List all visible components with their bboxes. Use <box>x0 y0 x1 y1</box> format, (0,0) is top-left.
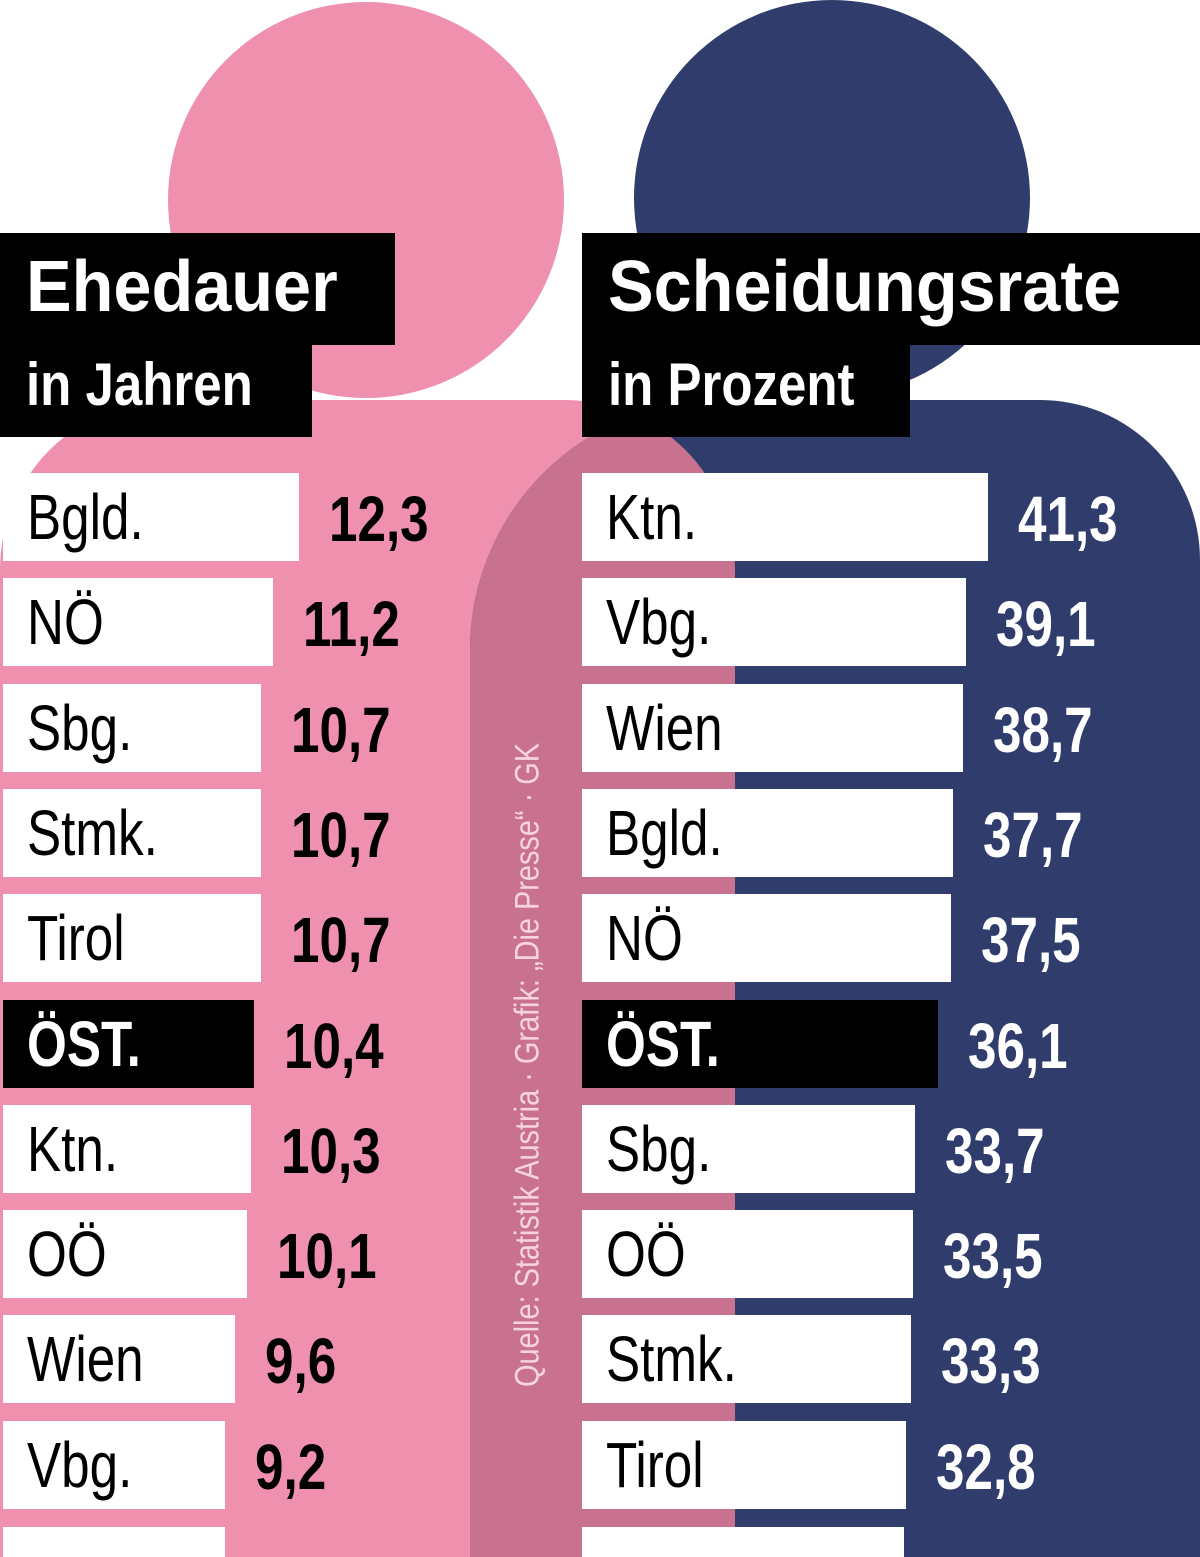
bar-label: OÖ <box>606 1218 686 1291</box>
value-label: 9,6 <box>264 1325 336 1398</box>
value-label: 10,7 <box>291 904 391 977</box>
value-label: 33,5 <box>942 1220 1043 1293</box>
bar-label: OÖ <box>27 1218 107 1291</box>
bar-NÖ: NÖ <box>3 578 273 667</box>
bar-label: Vbg. <box>27 1428 133 1501</box>
bar-OÖ: OÖ <box>3 1210 247 1299</box>
bar-Bgld.: Bgld. <box>3 473 300 561</box>
bar-label: Tirol <box>27 902 125 975</box>
value-label: 10,4 <box>283 1009 384 1082</box>
value-label: 10,1 <box>276 1220 377 1293</box>
bar-Wien: Wien <box>3 1315 235 1404</box>
bar-Sbg.: Sbg. <box>582 1104 915 1193</box>
bar-label: NÖ <box>606 902 683 975</box>
bar-label: ÖST. <box>606 1007 720 1080</box>
bar-Tirol: Tirol <box>3 894 261 983</box>
bar-Tirol: Tirol <box>582 1420 906 1509</box>
bar-NÖ: NÖ <box>582 894 952 983</box>
bar-Bgld.: Bgld. <box>582 788 954 877</box>
bar-Ktn.: Ktn. <box>582 473 988 561</box>
partial-bar-left <box>3 1527 225 1557</box>
value-label: 36,1 <box>967 1009 1068 1082</box>
bar-label: Stmk. <box>27 796 158 869</box>
value-label: 37,7 <box>983 798 1083 871</box>
bar-Wien: Wien <box>582 683 963 772</box>
bar-label: Wien <box>27 1323 144 1396</box>
left-title: Ehedauer <box>0 233 395 345</box>
bar-Sbg.: Sbg. <box>3 683 261 772</box>
bar-label: Tirol <box>606 1428 704 1501</box>
bar-label: ÖST. <box>27 1007 141 1080</box>
bar-OÖ: OÖ <box>582 1210 913 1299</box>
value-label: 11,2 <box>303 588 400 661</box>
bar-label: Sbg. <box>606 1112 712 1185</box>
value-label: 12,3 <box>329 483 430 555</box>
bar-label: Vbg. <box>606 586 712 659</box>
value-label: 33,7 <box>944 1114 1045 1187</box>
right-title: Scheidungsrate <box>582 233 1200 345</box>
value-label: 38,7 <box>992 693 1093 766</box>
left-subtitle: in Jahren <box>0 345 312 437</box>
bar-label: Bgld. <box>27 481 144 553</box>
value-label: 32,8 <box>936 1430 1036 1503</box>
bar-Stmk.: Stmk. <box>582 1315 911 1404</box>
bar-ÖST.: ÖST. <box>582 999 938 1088</box>
bar-Vbg.: Vbg. <box>582 578 967 667</box>
bar-label: Ktn. <box>606 481 698 553</box>
source-credit: Quelle: Statistik Austria · Grafik: „Die… <box>508 742 547 1388</box>
bar-Ktn.: Ktn. <box>3 1104 252 1193</box>
bar-ÖST.: ÖST. <box>3 999 254 1088</box>
value-label: 39,1 <box>996 588 1097 661</box>
value-label: 41,3 <box>1017 483 1118 555</box>
value-label: 10,7 <box>291 798 391 871</box>
value-label: 37,5 <box>981 904 1081 977</box>
bar-Vbg.: Vbg. <box>3 1420 225 1509</box>
bar-Stmk.: Stmk. <box>3 788 261 877</box>
value-label: 9,2 <box>255 1430 327 1503</box>
bar-label: Wien <box>606 691 723 764</box>
right-subtitle: in Prozent <box>582 345 910 437</box>
partial-bar-right <box>582 1527 904 1557</box>
bar-label: Bgld. <box>606 796 723 869</box>
value-label: 10,7 <box>291 693 391 766</box>
value-label: 10,3 <box>281 1114 382 1187</box>
bar-label: Stmk. <box>606 1323 737 1396</box>
bar-label: NÖ <box>27 586 104 659</box>
bar-label: Sbg. <box>27 691 133 764</box>
bar-label: Ktn. <box>27 1112 119 1185</box>
value-label: 33,3 <box>940 1325 1041 1398</box>
